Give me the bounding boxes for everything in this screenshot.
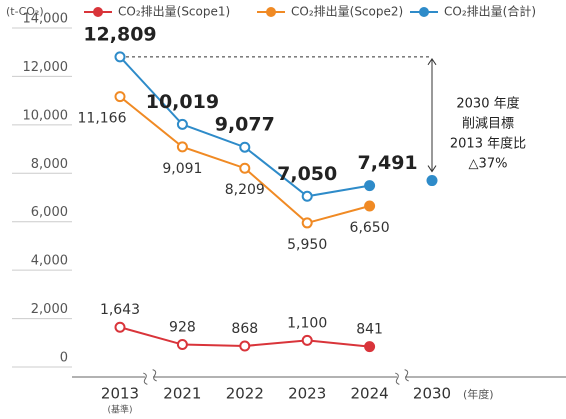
value-label: 7,050 <box>277 163 337 185</box>
value-label: 8,209 <box>225 182 265 198</box>
y-tick-label: 4,000 <box>31 254 68 269</box>
point <box>301 334 313 346</box>
legend-item: CO₂排出量(合計) <box>410 4 536 19</box>
point <box>364 180 376 192</box>
y-tick-label: 12,000 <box>23 60 69 75</box>
x-tick-label: 2013 <box>101 385 139 403</box>
value-label: 12,809 <box>83 23 156 45</box>
point <box>364 200 376 212</box>
point <box>176 339 188 351</box>
x-tick-label: 2022 <box>226 385 264 403</box>
legend-label: CO₂排出量(Scope1) <box>118 5 230 19</box>
y-tick-label: 2,000 <box>31 302 68 317</box>
axis-break <box>143 366 409 388</box>
target-point <box>426 175 438 187</box>
point <box>176 118 188 130</box>
value-label: 6,650 <box>350 220 390 236</box>
legend-item: CO₂排出量(Scope2) <box>257 5 403 19</box>
x-tick-label: 2030 <box>413 385 451 403</box>
legend-marker <box>419 7 429 17</box>
value-label: 11,166 <box>78 111 127 127</box>
y-unit: (t-CO₂) <box>6 5 44 18</box>
value-label: 1,643 <box>100 302 140 318</box>
x-unit: (年度) <box>463 387 494 401</box>
point <box>176 141 188 153</box>
annotation: △37% <box>469 157 508 172</box>
point <box>114 321 126 333</box>
point <box>301 190 313 202</box>
y-tick-label: 8,000 <box>31 157 68 172</box>
annotation: 2013 年度比 <box>450 136 526 152</box>
legend-marker <box>266 7 276 17</box>
point <box>114 91 126 103</box>
arrow-head <box>427 57 437 66</box>
value-label: 9,077 <box>215 114 275 136</box>
y-tick-label: 6,000 <box>31 205 68 220</box>
legend-item: CO₂排出量(Scope1) <box>84 5 230 19</box>
x-tick-label: 2021 <box>163 385 201 403</box>
point <box>239 340 251 352</box>
y-tick-label: 14,000 <box>23 12 69 27</box>
point <box>239 141 251 153</box>
point <box>364 341 376 353</box>
value-label: 9,091 <box>162 161 202 177</box>
y-tick-label: 0 <box>60 351 68 366</box>
y-tick-label: 10,000 <box>23 108 69 123</box>
value-label: 841 <box>356 322 383 338</box>
x-tick-label: 2023 <box>288 385 326 403</box>
arrow-head <box>427 165 437 173</box>
legend-label: CO₂排出量(合計) <box>444 4 536 19</box>
annotation: 2030 年度 <box>456 96 519 112</box>
value-label: 5,950 <box>287 237 327 253</box>
value-label: 10,019 <box>146 91 219 113</box>
value-label: 928 <box>169 320 196 336</box>
point <box>114 51 126 63</box>
legend-marker <box>93 7 103 17</box>
annotation: 削減目標 <box>462 116 514 132</box>
value-label: 7,491 <box>358 152 418 174</box>
point <box>301 217 313 229</box>
legend-label: CO₂排出量(Scope2) <box>291 5 403 19</box>
x-tick-label: 2024 <box>351 385 389 403</box>
base-note: (基準) <box>107 404 132 416</box>
point <box>239 162 251 174</box>
value-label: 1,100 <box>287 315 327 331</box>
value-label: 868 <box>231 321 258 337</box>
